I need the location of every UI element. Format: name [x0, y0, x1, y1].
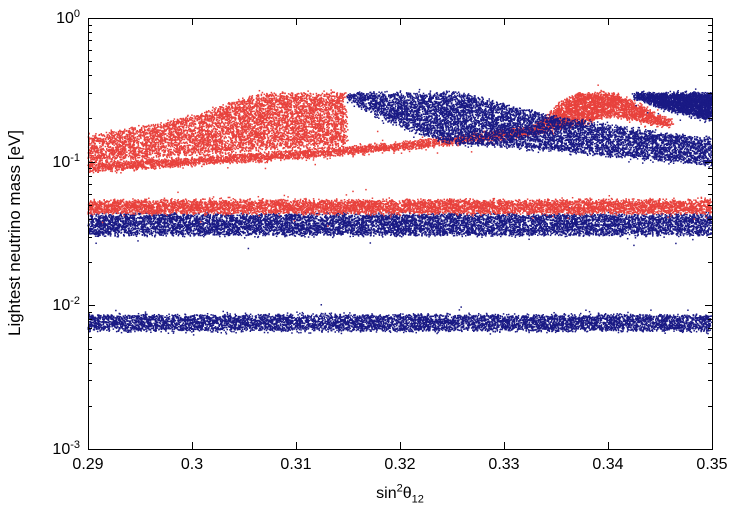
x-tick-label: 0.34 — [592, 456, 624, 473]
x-tick-label: 0.32 — [384, 456, 416, 473]
x-tick-label: 0.3 — [180, 456, 204, 473]
y-tick-label: 10-2 — [52, 295, 80, 315]
x-axis-label-subscript: 12 — [411, 493, 424, 506]
y-tick-label: 100 — [56, 7, 80, 28]
x-tick-label: 0.33 — [488, 456, 520, 473]
x-axis-label-superscript: 2 — [396, 482, 403, 495]
x-axis-label-theta-symbol: θ — [402, 485, 412, 503]
x-axis-label-pre: sin — [376, 485, 397, 503]
y-tick-label: 10-1 — [52, 151, 80, 171]
y-tick-label: 10-3 — [52, 438, 80, 459]
x-axis-label: sin2θ12 — [376, 483, 424, 506]
x-tick-label: 0.31 — [280, 456, 312, 473]
x-tick-label: 0.35 — [696, 456, 728, 473]
x-tick-label: 0.29 — [72, 456, 104, 473]
